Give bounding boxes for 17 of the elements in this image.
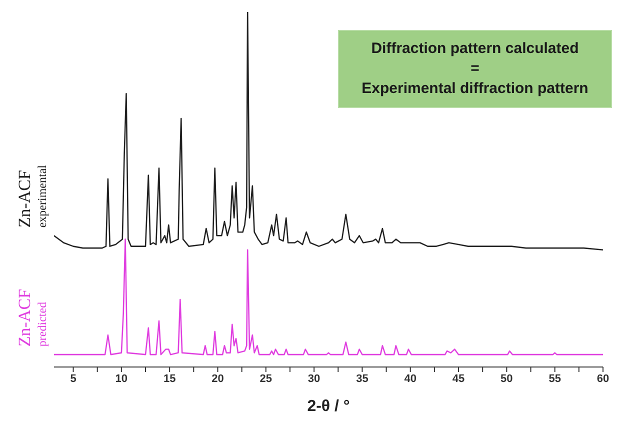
x-tick-label: 40 <box>404 372 416 385</box>
x-tick-label: 20 <box>212 372 224 385</box>
x-tick-label: 60 <box>596 372 610 385</box>
x-tick-label: 25 <box>260 372 272 385</box>
x-tick-label: 10 <box>115 372 128 385</box>
text: Zn-ACF experimental <box>15 164 49 228</box>
x-axis-title: 2-θ / ° <box>307 398 350 415</box>
annotation: Diffraction pattern calculated = Experimental diffraction pattern <box>360 39 590 99</box>
caption-box: Diffraction pattern calculated = Experimental diffraction pattern <box>338 30 612 108</box>
x-tick-label: 5 <box>70 372 76 385</box>
x-tick-label: 35 <box>356 372 368 385</box>
x-tick-label: 45 <box>452 372 465 385</box>
x-tick-label: 15 <box>163 372 176 385</box>
x-tick-label: 30 <box>308 372 320 385</box>
x-tick-label: 50 <box>500 372 513 385</box>
text: Zn-ACF predicted <box>15 288 49 347</box>
x-tick-label: 55 <box>548 372 561 385</box>
